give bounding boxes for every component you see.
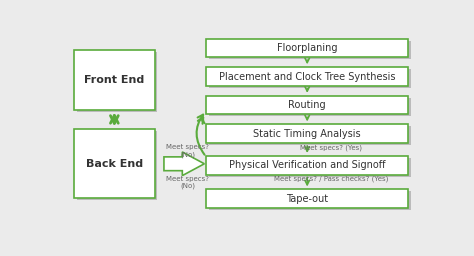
FancyBboxPatch shape <box>209 191 411 210</box>
Text: Placement and Clock Tree Synthesis: Placement and Clock Tree Synthesis <box>219 71 395 82</box>
Text: Meet specs?
(No): Meet specs? (No) <box>166 176 210 189</box>
FancyBboxPatch shape <box>76 131 157 200</box>
FancyBboxPatch shape <box>209 98 411 116</box>
FancyBboxPatch shape <box>206 124 408 143</box>
FancyBboxPatch shape <box>76 52 157 112</box>
FancyBboxPatch shape <box>74 50 155 110</box>
FancyBboxPatch shape <box>206 96 408 114</box>
FancyBboxPatch shape <box>74 129 155 198</box>
FancyBboxPatch shape <box>206 156 408 175</box>
Text: Floorplaning: Floorplaning <box>277 43 337 53</box>
Text: Static Timing Analysis: Static Timing Analysis <box>254 129 361 139</box>
FancyBboxPatch shape <box>209 41 411 59</box>
Text: Meet specs? / Pass checks? (Yes): Meet specs? / Pass checks? (Yes) <box>274 176 389 182</box>
FancyBboxPatch shape <box>209 158 411 177</box>
Text: Meet specs? (Yes): Meet specs? (Yes) <box>301 144 363 151</box>
Text: Back End: Back End <box>86 159 143 169</box>
Text: Physical Verification and Signoff: Physical Verification and Signoff <box>229 160 385 170</box>
FancyBboxPatch shape <box>209 126 411 145</box>
FancyBboxPatch shape <box>206 189 408 208</box>
Text: Routing: Routing <box>288 100 326 110</box>
FancyBboxPatch shape <box>206 67 408 86</box>
Text: Meet specs?
(No): Meet specs? (No) <box>166 144 210 157</box>
FancyBboxPatch shape <box>206 39 408 57</box>
FancyBboxPatch shape <box>209 69 411 88</box>
Text: Front End: Front End <box>84 75 145 85</box>
Text: Tape-out: Tape-out <box>286 194 328 204</box>
Polygon shape <box>164 152 204 176</box>
